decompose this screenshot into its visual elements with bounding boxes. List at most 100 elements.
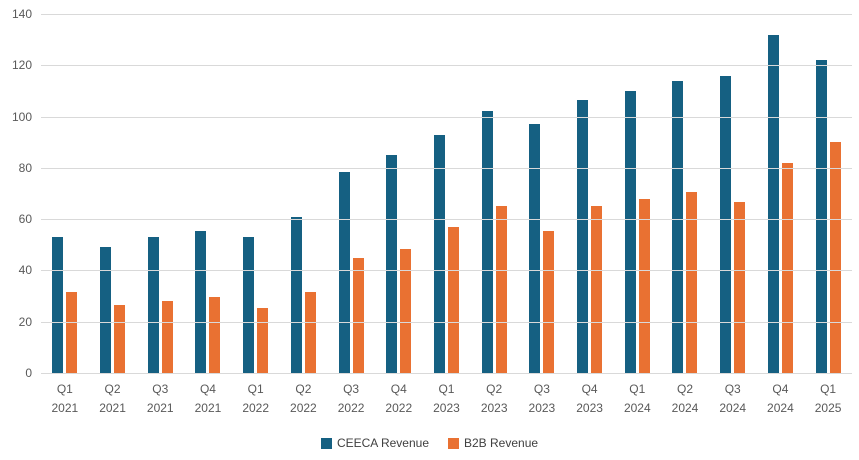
- legend: CEECA Revenue B2B Revenue: [0, 436, 859, 450]
- x-axis-tick-line: Q3: [724, 382, 741, 396]
- bar-group: [757, 14, 805, 373]
- bar-ceeca-revenue: [147, 237, 159, 373]
- bar-ceeca-revenue: [386, 155, 398, 373]
- bar-ceeca-revenue: [529, 124, 541, 373]
- x-axis-tick-label: Q2 2024: [661, 380, 709, 418]
- x-axis-tick-label: Q1 2023: [423, 380, 471, 418]
- bar-group: [375, 14, 423, 373]
- x-axis-tick-line: 2023: [528, 401, 556, 415]
- bar-ceeca-revenue: [815, 60, 827, 373]
- bar-b2b-revenue: [352, 257, 364, 373]
- x-axis-tick-line: 2023: [480, 401, 508, 415]
- x-axis-tick-label: Q2 2022: [280, 380, 328, 418]
- x-axis-line: [41, 373, 852, 374]
- y-axis-tick-label: 120: [11, 58, 32, 73]
- bar-ceeca-revenue: [672, 80, 684, 373]
- x-axis-tick-label: Q4 2023: [566, 380, 614, 418]
- x-axis-tick-line: 2021: [194, 401, 222, 415]
- bar-b2b-revenue: [66, 292, 78, 373]
- bar-b2b-revenue: [304, 292, 316, 373]
- y-axis-tick-label: 100: [11, 109, 32, 124]
- bar-b2b-revenue: [638, 198, 650, 373]
- x-axis-tick-label: Q2 2021: [89, 380, 137, 418]
- x-axis-tick-line: 2023: [433, 401, 460, 415]
- bar-group: [709, 14, 757, 373]
- x-axis-tick-line: 2024: [623, 401, 651, 415]
- x-axis-tick-line: 2025: [814, 401, 842, 415]
- bar-ceeca-revenue: [720, 75, 732, 373]
- bar-ceeca-revenue: [577, 99, 589, 373]
- bar-ceeca-revenue: [100, 247, 112, 373]
- bar-b2b-revenue: [734, 202, 746, 373]
- bar-group: [518, 14, 566, 373]
- y-axis-tick-label: 80: [18, 160, 32, 175]
- bar-group: [89, 14, 137, 373]
- x-axis-tick-line: Q1: [247, 382, 264, 396]
- bar-group: [184, 14, 232, 373]
- x-axis-tick-label: Q2 2023: [470, 380, 518, 418]
- x-axis-tick-line: Q4: [199, 382, 216, 396]
- x-axis-tick-line: 2022: [242, 401, 270, 415]
- bar-b2b-revenue: [209, 297, 221, 373]
- x-axis-tick-label: Q3 2021: [136, 380, 184, 418]
- x-axis-tick-line: Q3: [343, 382, 360, 396]
- bar-b2b-revenue: [781, 162, 793, 373]
- bar-ceeca-revenue: [338, 171, 350, 373]
- bar-ceeca-revenue: [195, 230, 207, 373]
- bar-b2b-revenue: [161, 301, 173, 373]
- x-axis-tick-line: 2021: [99, 401, 126, 415]
- bar-b2b-revenue: [257, 307, 269, 373]
- bar-ceeca-revenue: [624, 90, 636, 373]
- x-axis-tick-line: 2021: [51, 401, 79, 415]
- x-axis-tick-label: Q1 2024: [613, 380, 661, 418]
- x-axis-tick-line: Q1: [438, 382, 455, 396]
- bar-b2b-revenue: [686, 192, 698, 373]
- x-axis-tick-line: Q3: [152, 382, 169, 396]
- legend-swatch-icon: [320, 437, 332, 449]
- y-axis-tick-label: 140: [11, 7, 32, 21]
- x-axis-tick-line: Q1: [820, 382, 837, 396]
- gridline: [41, 219, 852, 221]
- x-axis-tick-label: Q1 2021: [41, 380, 89, 418]
- bar-group: [804, 14, 852, 373]
- bar-ceeca-revenue: [481, 111, 493, 373]
- x-axis-tick-line: 2022: [385, 401, 413, 415]
- bar-ceeca-revenue: [52, 237, 64, 373]
- bar-b2b-revenue: [591, 206, 603, 373]
- bar-group: [136, 14, 184, 373]
- bar-group: [566, 14, 614, 373]
- bar-b2b-revenue: [114, 305, 126, 373]
- x-axis-tick-line: Q4: [581, 382, 598, 396]
- x-axis-tick-line: Q4: [390, 382, 407, 396]
- gridline: [41, 270, 852, 272]
- x-axis-tick-label: Q3 2022: [327, 380, 375, 418]
- bar-ceeca-revenue: [243, 237, 255, 373]
- gridline: [41, 321, 852, 323]
- x-axis-tick-line: 2021: [146, 401, 174, 415]
- y-axis: 0 20 40 60 80 100 120 140: [0, 7, 32, 380]
- gridline: [41, 14, 852, 15]
- x-axis-tick-label: Q4 2021: [184, 380, 232, 418]
- legend-swatch-icon: [448, 437, 459, 449]
- bar-b2b-revenue: [543, 230, 555, 373]
- bar-group: [613, 14, 661, 373]
- gridline: [41, 116, 852, 118]
- x-axis-tick-label: Q4 2022: [375, 380, 423, 418]
- x-axis-tick-line: 2024: [719, 401, 747, 415]
- x-axis-tick-line: Q2: [104, 382, 121, 396]
- legend-label: CEECA Revenue: [336, 436, 429, 450]
- x-axis-tick-label: Q4 2024: [757, 380, 805, 418]
- x-axis: Q1 2021 Q2 2021 Q3 2021 Q4 2021 Q1 2022 Q2 2022 Q3 20…: [41, 380, 852, 418]
- x-axis-tick-label: Q1 2022: [232, 380, 280, 418]
- y-axis-tick-label: 60: [18, 212, 32, 227]
- bar-b2b-revenue: [495, 206, 507, 373]
- x-axis-tick-line: 2023: [576, 401, 603, 415]
- x-axis-tick-line: 2024: [671, 401, 699, 415]
- bar-group: [423, 14, 471, 373]
- x-axis-tick-line: 2022: [337, 401, 365, 415]
- legend-label: B2B Revenue: [464, 436, 539, 450]
- gridline: [41, 167, 852, 169]
- x-axis-tick-line: 2022: [290, 401, 317, 415]
- bar-ceeca-revenue: [767, 34, 779, 373]
